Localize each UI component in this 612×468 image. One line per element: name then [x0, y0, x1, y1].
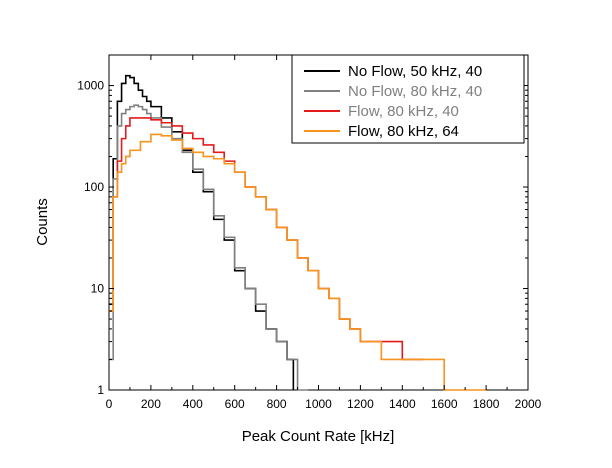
x-tick-label: 1800: [473, 397, 500, 411]
y-tick-label: 10: [91, 282, 105, 296]
x-tick-label: 600: [225, 397, 245, 411]
legend-label: Flow, 80 kHz, 64: [348, 123, 459, 140]
y-tick-label: 100: [84, 180, 104, 194]
series-layer: [109, 74, 487, 391]
x-tick-label: 200: [141, 397, 161, 411]
legend-label: No Flow, 80 kHz, 40: [348, 83, 482, 100]
y-tick-label: 1000: [77, 79, 104, 93]
x-tick-label: 0: [106, 397, 113, 411]
x-tick-label: 2000: [515, 397, 542, 411]
x-tick-label: 800: [267, 397, 287, 411]
y-axis-ticks: 1 10 100 1000: [77, 54, 528, 397]
x-tick-label: 1600: [431, 397, 458, 411]
y-tick-label: 1: [97, 383, 104, 397]
legend: No Flow, 50 kHz, 40 No Flow, 80 kHz, 40 Fl…: [291, 54, 525, 144]
x-tick-label: 1200: [347, 397, 374, 411]
legend-label: No Flow, 50 kHz, 40: [348, 63, 482, 80]
y-axis-label: Counts: [34, 198, 51, 246]
series-line-4: [109, 133, 487, 391]
series-line-2: [109, 104, 309, 391]
x-axis-label: Peak Count Rate [kHz]: [242, 428, 395, 445]
x-tick-label: 1400: [389, 397, 416, 411]
x-tick-label: 400: [183, 397, 203, 411]
series-line-1: [109, 74, 295, 390]
x-axis-ticks: 0 200 400 600 800 1000 1200 1400 1600 1800 2000: [106, 55, 542, 411]
legend-items: No Flow, 50 kHz, 40 No Flow, 80 kHz, 40 Fl…: [304, 63, 482, 140]
legend-box: [291, 54, 525, 144]
legend-label: Flow, 80 kHz, 40: [348, 103, 459, 120]
x-tick-label: 1000: [305, 397, 332, 411]
